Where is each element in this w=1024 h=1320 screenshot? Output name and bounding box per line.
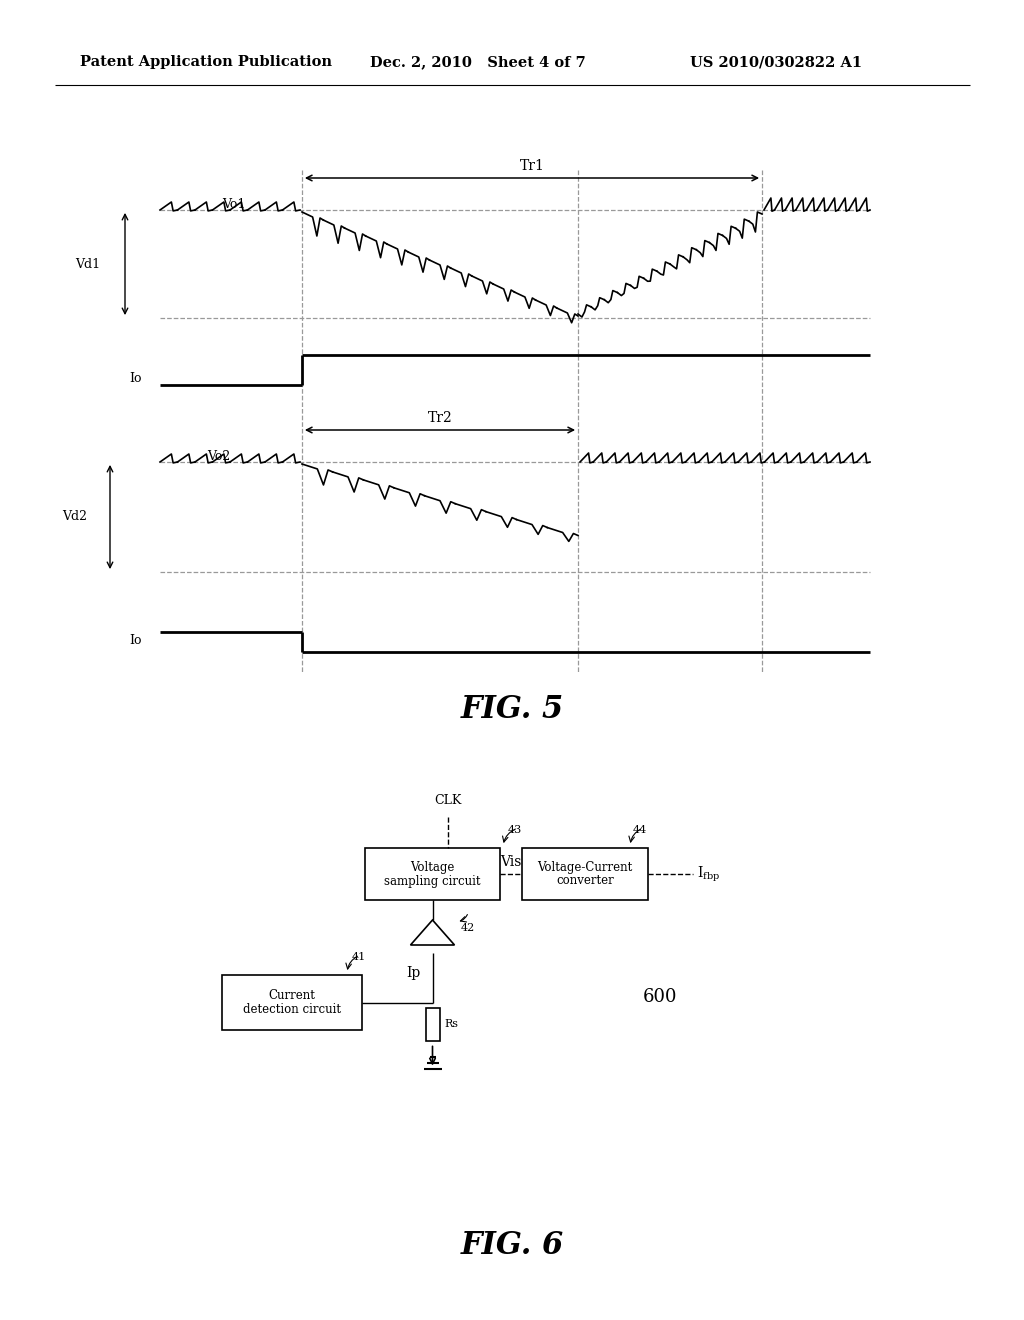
Text: 42: 42 — [461, 923, 475, 933]
Bar — [522, 847, 648, 900]
Text: Vo2: Vo2 — [207, 450, 230, 462]
Text: Current: Current — [268, 989, 315, 1002]
Text: Dec. 2, 2010   Sheet 4 of 7: Dec. 2, 2010 Sheet 4 of 7 — [370, 55, 586, 69]
Text: Io: Io — [129, 634, 142, 647]
Text: 600: 600 — [643, 989, 677, 1006]
Text: detection circuit: detection circuit — [243, 1003, 341, 1016]
Text: Vd2: Vd2 — [62, 511, 87, 524]
Text: Rs: Rs — [444, 1019, 459, 1030]
Text: Patent Application Publication: Patent Application Publication — [80, 55, 332, 69]
Text: 43: 43 — [508, 825, 522, 836]
Bar — [365, 847, 500, 900]
Text: Tr1: Tr1 — [519, 158, 545, 173]
Text: Voltage-Current: Voltage-Current — [538, 861, 633, 874]
Bar — [426, 1007, 439, 1040]
Text: converter: converter — [556, 874, 613, 887]
Text: 41: 41 — [352, 952, 367, 962]
Text: Vd1: Vd1 — [75, 257, 100, 271]
Text: Tr2: Tr2 — [428, 411, 453, 425]
Text: $\mathregular{I_{fbp}}$: $\mathregular{I_{fbp}}$ — [697, 865, 720, 883]
Text: Vis: Vis — [501, 855, 521, 869]
Text: Vo1: Vo1 — [221, 198, 245, 210]
Text: US 2010/0302822 A1: US 2010/0302822 A1 — [690, 55, 862, 69]
Text: CLK: CLK — [434, 795, 462, 807]
Text: Ip: Ip — [407, 966, 421, 979]
Text: FIG. 6: FIG. 6 — [461, 1229, 563, 1261]
Text: sampling circuit: sampling circuit — [384, 874, 480, 887]
Text: FIG. 5: FIG. 5 — [461, 694, 563, 726]
Text: 44: 44 — [633, 825, 647, 836]
Text: Voltage: Voltage — [411, 861, 455, 874]
Text: Io: Io — [129, 372, 142, 385]
Bar — [222, 975, 362, 1030]
